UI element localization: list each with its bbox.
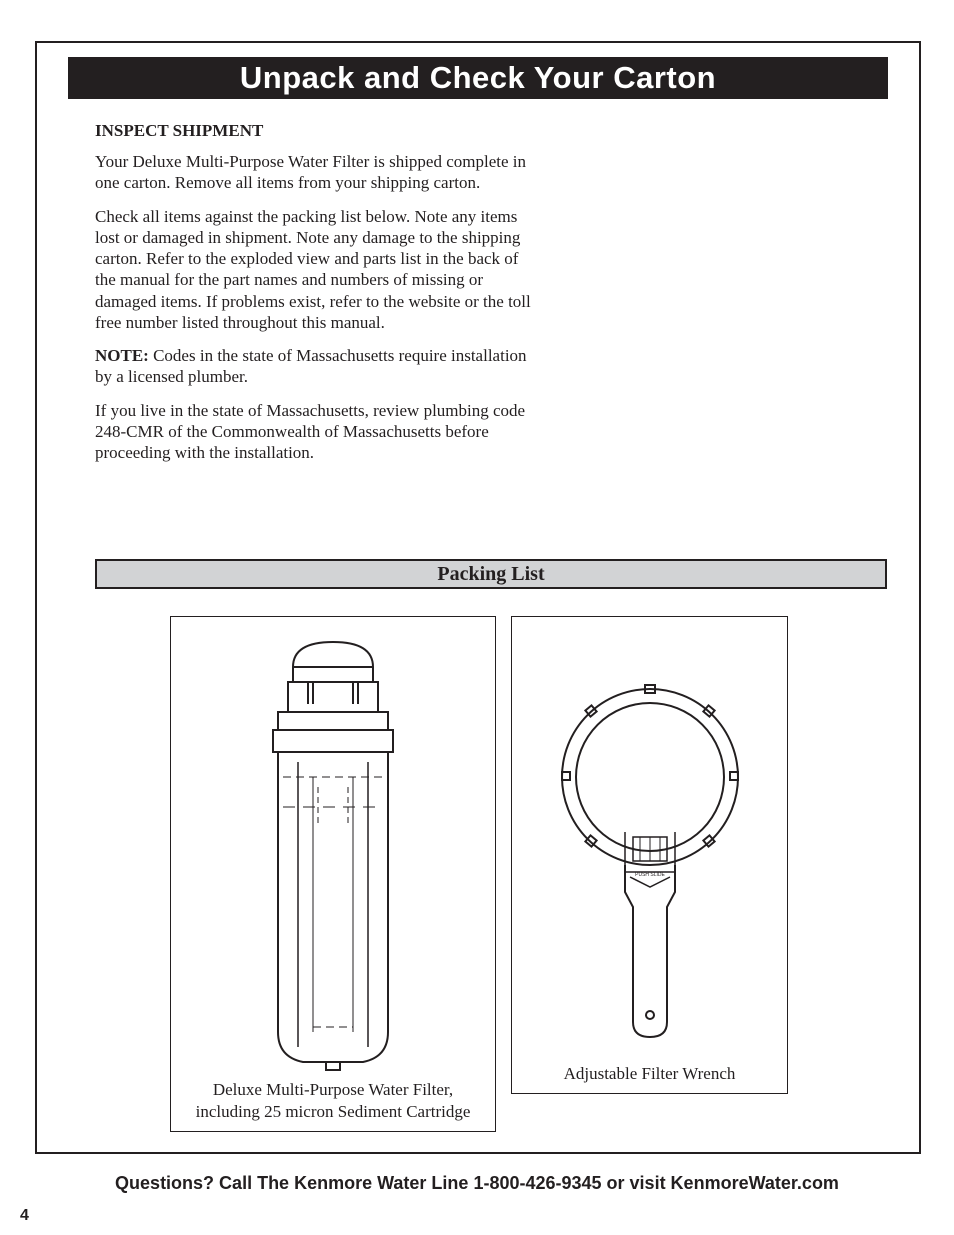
wrench-caption: Adjustable Filter Wrench [512, 1063, 787, 1085]
filter-wrench-icon: PUSH SLIDE [555, 677, 745, 1047]
item-box-wrench: PUSH SLIDE Adjustable Filter Wrench [511, 616, 788, 1094]
filter-caption: Deluxe Multi-Purpose Water Filter, inclu… [171, 1079, 495, 1123]
content-area: INSPECT SHIPMENT Your Deluxe Multi-Purpo… [95, 121, 535, 475]
footer-text: Questions? Call The Kenmore Water Line 1… [0, 1173, 954, 1194]
item-box-filter: Deluxe Multi-Purpose Water Filter, inclu… [170, 616, 496, 1132]
packing-list-header: Packing List [95, 559, 887, 589]
main-title: Unpack and Check Your Carton [240, 60, 716, 96]
note-text: Codes in the state of Massachusetts requ… [95, 346, 527, 386]
packing-list-title: Packing List [437, 563, 544, 586]
water-filter-icon [258, 632, 408, 1072]
note-label: NOTE: [95, 346, 149, 365]
paragraph-1: Your Deluxe Multi-Purpose Water Filter i… [95, 151, 535, 194]
paragraph-3-note: NOTE: Codes in the state of Massachusett… [95, 345, 535, 388]
paragraph-4: If you live in the state of Massachusett… [95, 400, 535, 464]
page-number: 4 [20, 1207, 29, 1225]
wrench-label-text: PUSH SLIDE [635, 872, 665, 878]
main-title-bar: Unpack and Check Your Carton [68, 57, 888, 99]
inspect-shipment-heading: INSPECT SHIPMENT [95, 121, 535, 141]
paragraph-2: Check all items against the packing list… [95, 206, 535, 334]
